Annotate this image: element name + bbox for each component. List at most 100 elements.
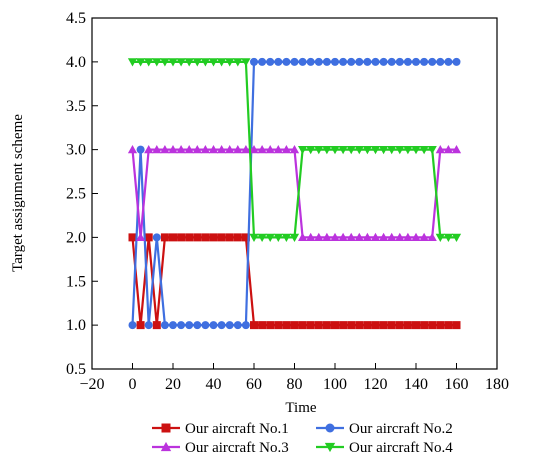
series-2-point [177, 321, 186, 330]
series-2-point [444, 57, 453, 66]
series-2-point [209, 321, 218, 330]
series-3-point [176, 145, 186, 154]
series-1-point [412, 321, 420, 330]
series-1-point [322, 321, 331, 330]
series-4-point [208, 58, 219, 67]
y-tick-label: 3.0 [66, 142, 86, 159]
y-tick-label: 2.5 [66, 186, 86, 203]
series-2-point [169, 321, 177, 330]
series-4-point [370, 145, 381, 155]
series-2 [128, 57, 461, 330]
series-4-point [192, 58, 202, 67]
series-1-point [379, 321, 388, 330]
series-1-point [217, 233, 226, 242]
series-4-point [136, 58, 146, 67]
series-1-point [347, 321, 356, 330]
y-tick-label: 4.5 [66, 10, 86, 27]
legend-marker [161, 423, 171, 433]
series-3-point [152, 145, 162, 154]
series-1-point [250, 321, 258, 330]
series-4-point [443, 233, 453, 242]
series-2-point [282, 57, 291, 66]
series-4-point [338, 145, 348, 155]
series-3-point [387, 232, 397, 242]
series-4-point [200, 58, 210, 67]
series-3-point [338, 232, 348, 242]
legend-label: Our aircraft No.3 [185, 440, 289, 456]
series-4-point [249, 233, 259, 242]
series-3-line [131, 148, 457, 239]
series-1-point [452, 321, 461, 330]
series-3-point [127, 145, 138, 154]
series-1-point [274, 321, 283, 330]
legend-marker [325, 423, 335, 433]
series-2-point [193, 321, 202, 330]
series-2-point [314, 57, 323, 66]
series-3-point [265, 145, 275, 154]
series-1-point [136, 321, 145, 330]
series-2-point [322, 57, 331, 66]
series-1-point [258, 321, 267, 330]
series-3-point [217, 145, 227, 154]
series-1-point [233, 233, 242, 242]
legend-item-2: Our aircraft No.2 [316, 421, 453, 437]
series-3 [127, 145, 462, 242]
y-axis-title: Target assignment scheme [10, 114, 26, 272]
series-1-point [144, 233, 153, 242]
series-1-point [420, 321, 429, 330]
series-1-point [355, 321, 364, 330]
series-3-point [411, 232, 421, 242]
series-2-point [250, 57, 258, 66]
series-1 [128, 233, 461, 330]
series-4-point [322, 145, 332, 155]
x-tick-label: 180 [485, 376, 509, 393]
series-3-point [136, 232, 146, 242]
series-1-point [160, 233, 169, 242]
series-1-point [363, 321, 372, 330]
series-2-point [412, 57, 420, 66]
series-2-point [355, 57, 364, 66]
series-4-point [257, 233, 267, 242]
series-2-point [185, 321, 194, 330]
series-2-point [428, 57, 437, 66]
series-1-point [201, 233, 210, 242]
series-2-point [331, 57, 339, 66]
series-4-point [306, 145, 316, 155]
y-tick-label: 4.0 [66, 54, 86, 71]
series-4-point [265, 233, 275, 242]
series-2-point [347, 57, 356, 66]
legend: Our aircraft No.1 Our aircraft No.2 Our ai… [152, 421, 453, 456]
series-1-point [339, 321, 348, 330]
series-4-point [152, 58, 162, 67]
series-2-point [363, 57, 372, 66]
series-2-point [298, 57, 307, 66]
series-2-point [258, 57, 267, 66]
legend-marker [324, 442, 336, 453]
series-4-point [160, 58, 170, 67]
series-3-point [257, 145, 267, 154]
series-1-point [225, 233, 234, 242]
x-tick-label: 80 [287, 376, 303, 393]
series-1-line [131, 236, 457, 327]
series-2-point [144, 321, 153, 330]
x-tick-label: 40 [206, 376, 222, 393]
series-3-point [249, 145, 259, 154]
series-3-point [225, 145, 235, 154]
axis-ticks: −20 0 20 40 60 80 100 120 140 160 180 0.5 1.0 1.5 2.0 2… [66, 10, 509, 393]
series-2-point [152, 233, 161, 242]
series-2-point [241, 321, 250, 330]
series-2-point [452, 57, 461, 66]
series-1-point [436, 321, 445, 330]
series-1-point [266, 321, 275, 330]
y-tick-label: 1.5 [66, 273, 86, 290]
series-2-point [136, 145, 145, 154]
y-tick-label: 3.5 [66, 98, 86, 115]
series-3-point [362, 232, 372, 242]
series-2-point [217, 321, 226, 330]
series-3-point [208, 145, 219, 154]
series-1-point [444, 321, 453, 330]
series-group [127, 57, 462, 330]
series-3-point [427, 232, 437, 242]
series-3-point [184, 145, 194, 154]
